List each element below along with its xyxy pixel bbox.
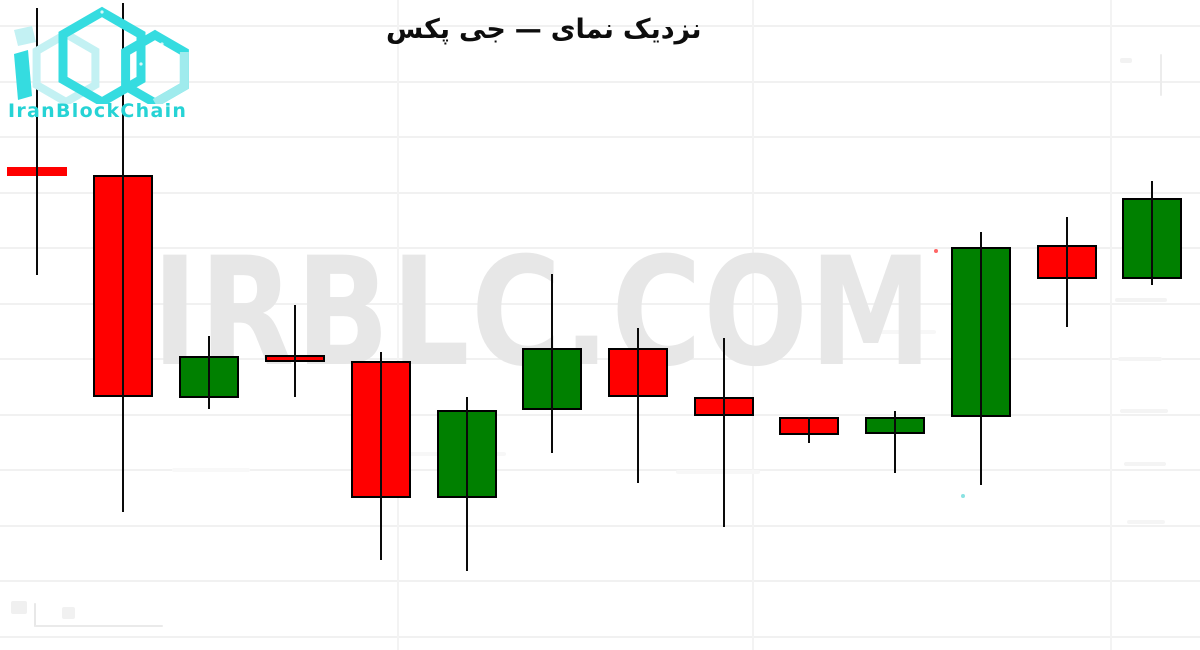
erased-mark — [961, 494, 965, 498]
h-gridline — [0, 136, 1200, 138]
title-word: جی — [459, 14, 506, 45]
erased-mark — [874, 330, 936, 334]
candle-wick — [894, 411, 896, 473]
chart-title: پکس جی — نمای نزدیک — [386, 14, 702, 45]
h-gridline — [0, 25, 1200, 27]
v-gridline — [397, 0, 399, 650]
logo-i-stem — [14, 50, 32, 100]
candle-wick — [551, 274, 553, 453]
erased-mark — [1160, 54, 1162, 96]
logo-speckle — [139, 62, 143, 66]
candle-wick — [122, 3, 124, 512]
h-gridline — [0, 414, 1200, 416]
candle-wick — [637, 328, 639, 483]
candle-wick — [1066, 217, 1068, 327]
brand-name: IranBlockChain — [8, 100, 188, 122]
candle-wick — [208, 336, 210, 409]
candle-wick — [723, 338, 725, 527]
candle-wick — [808, 417, 810, 443]
erased-mark — [172, 468, 250, 472]
v-gridline — [1110, 0, 1112, 650]
h-gridline — [0, 469, 1200, 471]
logo-i-dot — [14, 26, 36, 46]
candle-wick — [380, 352, 382, 560]
h-gridline — [0, 247, 1200, 249]
erased-mark — [676, 470, 760, 474]
candle-wick — [36, 8, 38, 275]
erased-mark — [1118, 357, 1162, 361]
title-word: پکس — [386, 14, 451, 45]
candle-wick — [1151, 181, 1153, 285]
erased-mark — [934, 249, 938, 253]
erased-mark — [11, 601, 27, 614]
h-gridline — [0, 358, 1200, 360]
h-gridline — [0, 303, 1200, 305]
title-word: نزدیک — [622, 14, 702, 45]
erased-mark — [1120, 409, 1168, 413]
logo-hexagon-right-light-edge — [152, 52, 189, 104]
logo-speckle — [160, 42, 164, 46]
h-gridline — [0, 525, 1200, 527]
logo-hexagon-light — [32, 29, 100, 104]
h-gridline — [0, 81, 1200, 83]
title-dash: — — [514, 14, 542, 45]
candle-wick — [294, 305, 296, 397]
erased-mark — [1115, 298, 1167, 302]
erased-mark — [62, 607, 75, 619]
h-gridline — [0, 636, 1200, 638]
iranblockchain-logo-icon — [14, 6, 189, 104]
candle-wick — [466, 397, 468, 571]
erased-mark — [1124, 462, 1166, 466]
erased-mark — [1127, 520, 1165, 524]
erased-mark — [35, 625, 163, 627]
logo-hexagon-middle — [58, 6, 146, 104]
erased-mark — [34, 603, 36, 627]
v-gridline — [752, 0, 754, 650]
logo-speckle — [80, 97, 84, 101]
h-gridline — [0, 580, 1200, 582]
h-gridline — [0, 192, 1200, 194]
logo-speckle — [100, 10, 104, 14]
title-word: نمای — [550, 14, 614, 45]
candle-wick — [980, 232, 982, 485]
erased-mark — [1120, 58, 1132, 63]
